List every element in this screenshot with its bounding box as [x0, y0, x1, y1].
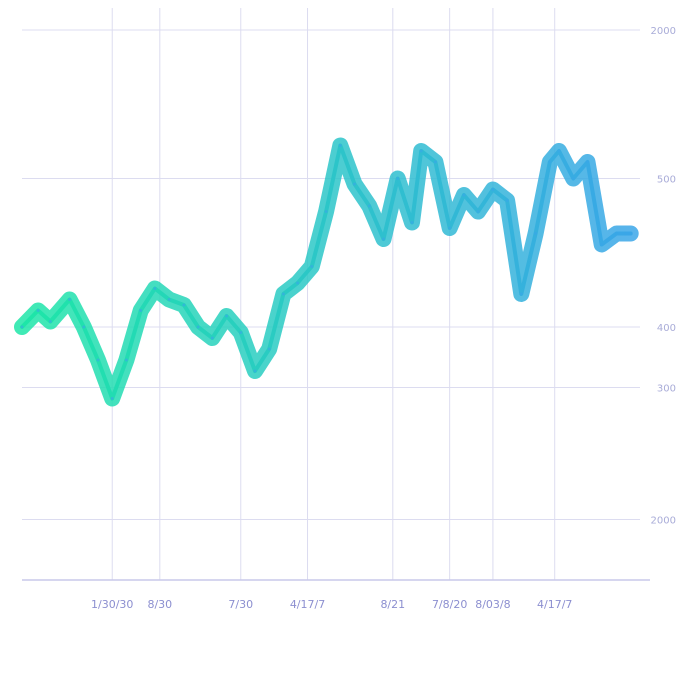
data-point [110, 397, 114, 400]
data-point [253, 369, 257, 373]
data-point [519, 292, 523, 296]
y-tick-label-1: 500 [657, 175, 676, 186]
data-point [68, 298, 72, 301]
data-point [534, 232, 538, 235]
data-point [239, 331, 243, 334]
data-point [153, 287, 157, 290]
series-line-band-0 [14, 137, 639, 407]
data-point [586, 160, 589, 164]
data-point [557, 149, 561, 153]
grid [22, 8, 640, 580]
data-point [82, 325, 86, 329]
data-point [225, 314, 229, 318]
x-tick-label-1: 8/30 [147, 598, 172, 611]
data-point [462, 193, 466, 197]
data-point [367, 204, 371, 208]
data-point [491, 188, 495, 191]
y-tick-label-4: 2000 [651, 516, 676, 527]
y-tick-label-2: 400 [657, 323, 676, 334]
data-point [267, 347, 271, 351]
data-point [139, 309, 143, 312]
data-point [124, 358, 128, 362]
data-point [600, 243, 604, 246]
data-point [353, 182, 356, 186]
data-point [476, 210, 480, 213]
data-point [36, 309, 40, 312]
data-point [396, 177, 400, 180]
data-point [433, 160, 437, 164]
x-tick-labels: 1/30/30 8/30 7/30 4/17/7 8/21 7/8/20 8/03/8 4/1… [91, 598, 572, 611]
series-line-0 [20, 143, 633, 401]
data-point [382, 237, 385, 241]
data-point [615, 232, 618, 235]
data-point [629, 232, 633, 235]
data-point [281, 292, 285, 296]
data-point [210, 336, 214, 340]
x-tick-label-2: 7/30 [228, 598, 253, 611]
x-tick-label-0: 1/30/30 [91, 598, 133, 611]
y-tick-labels: 2000 500 400 300 2000 [651, 26, 676, 527]
data-point [448, 226, 452, 230]
data-point [196, 325, 200, 329]
data-point [182, 303, 186, 307]
series-layer [14, 137, 639, 407]
data-point [20, 325, 24, 329]
x-tick-label-3: 4/17/7 [290, 598, 325, 611]
y-tick-label-3: 300 [657, 384, 676, 395]
data-point [548, 160, 552, 164]
data-point [96, 358, 100, 362]
x-tick-label-5: 7/8/20 [432, 598, 467, 611]
data-point [419, 149, 423, 153]
y-tick-label-0: 2000 [651, 26, 676, 37]
data-point [338, 144, 342, 147]
data-point [571, 177, 575, 180]
data-point [505, 199, 509, 202]
data-point [167, 298, 171, 301]
x-tick-label-4: 8/21 [380, 598, 405, 611]
data-point [296, 281, 300, 285]
x-tick-label-6: 8/03/8 [475, 598, 510, 611]
data-point [48, 320, 52, 323]
data-point [310, 265, 314, 268]
x-tick-label-7: 4/17/7 [537, 598, 572, 611]
data-point [324, 210, 328, 213]
data-point [410, 221, 414, 224]
